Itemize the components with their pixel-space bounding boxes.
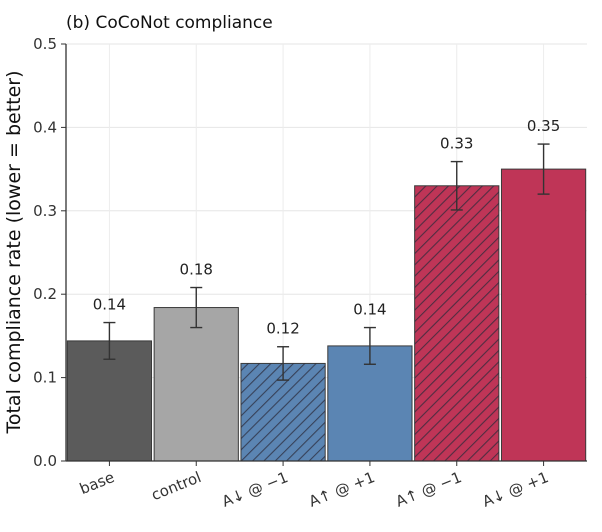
y-tick-label: 0.4 (33, 118, 57, 136)
bar (500, 168, 587, 462)
bars-group (66, 143, 587, 462)
data-label: 0.33 (440, 135, 473, 153)
bar-hatch (414, 185, 499, 461)
y-tick-label: 0.1 (33, 369, 57, 387)
x-tick-label: A↓ @ +1 (480, 468, 551, 511)
y-tick-label: 0.5 (33, 35, 57, 53)
y-tick-label: 0.0 (33, 452, 57, 470)
chart-title: (b) CoCoNot compliance (66, 13, 273, 33)
bar (66, 340, 153, 462)
data-label: 0.14 (353, 301, 386, 319)
labels-group: 0.14 0.18 0.12 0.14 0.33 0.35 (93, 117, 561, 338)
data-label: 0.18 (180, 261, 213, 279)
y-axis-label: Total compliance rate (lower = better) (3, 70, 25, 434)
x-tick-label: base (77, 468, 117, 498)
data-label: 0.14 (93, 296, 126, 314)
y-tick-label: 0.3 (33, 202, 57, 220)
x-tick-label: A↑ @ +1 (306, 468, 377, 511)
data-label: 0.12 (266, 320, 299, 338)
x-tick-label: A↑ @ −1 (393, 468, 464, 511)
x-tick-label: control (149, 468, 204, 504)
x-tick-label: A↓ @ −1 (219, 468, 290, 511)
data-label: 0.35 (527, 117, 560, 135)
bar (153, 307, 239, 462)
y-tick-label: 0.2 (33, 285, 57, 303)
